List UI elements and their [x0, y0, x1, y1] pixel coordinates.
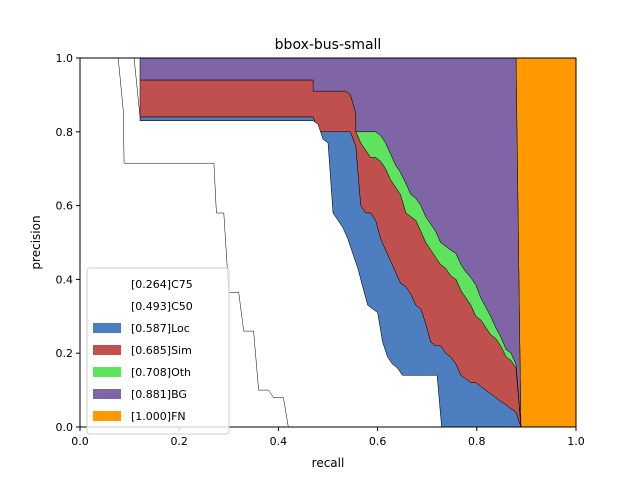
- legend-swatch-loc: [93, 323, 121, 333]
- legend-label-loc: [0.587]Loc: [131, 322, 190, 335]
- legend-label-fn: [1.000]FN: [131, 410, 186, 423]
- legend: [0.264]C75 [0.493]C50 [0.587]Loc [0.685]Sim…: [86, 267, 230, 435]
- x-tick-label: 0.8: [468, 435, 486, 448]
- legend-swatch-fn: [93, 411, 121, 421]
- legend-label-bg: [0.881]BG: [131, 388, 187, 401]
- legend-label-c75: [0.264]C75: [131, 278, 193, 291]
- legend-box: [86, 267, 230, 435]
- y-axis-ticks: 0.0 0.2 0.4 0.6 0.8 1.0: [56, 52, 80, 434]
- legend-swatch-c75: [93, 279, 121, 289]
- x-tick-label: 0.4: [270, 435, 288, 448]
- x-tick-label: 0.0: [71, 435, 89, 448]
- x-tick-label: 1.0: [567, 435, 585, 448]
- legend-swatch-oth: [93, 367, 121, 377]
- legend-label-oth: [0.708]Oth: [131, 366, 191, 379]
- y-tick-label: 0.4: [56, 273, 74, 286]
- plot-frame: [79, 57, 577, 428]
- y-tick-label: 0.8: [56, 126, 74, 139]
- x-tick-label: 0.6: [369, 435, 387, 448]
- y-tick-label: 1.0: [56, 52, 74, 65]
- y-tick-label: 0.0: [56, 421, 74, 434]
- chart-title: bbox-bus-small: [275, 37, 382, 53]
- legend-label-sim: [0.685]Sim: [131, 344, 192, 357]
- legend-swatch-c50: [93, 301, 121, 311]
- x-axis-ticks: 0.0 0.2 0.4 0.6 0.8 1.0: [71, 427, 585, 448]
- legend-label-c50: [0.493]C50: [131, 300, 193, 313]
- y-tick-label: 0.2: [56, 347, 74, 360]
- y-axis-label: precision: [29, 215, 43, 269]
- x-axis-label: recall: [312, 456, 345, 470]
- legend-swatch-bg: [93, 389, 121, 399]
- area-fn: [515, 57, 577, 428]
- legend-swatch-sim: [93, 345, 121, 355]
- x-tick-label: 0.2: [170, 435, 188, 448]
- y-tick-label: 0.6: [56, 200, 74, 213]
